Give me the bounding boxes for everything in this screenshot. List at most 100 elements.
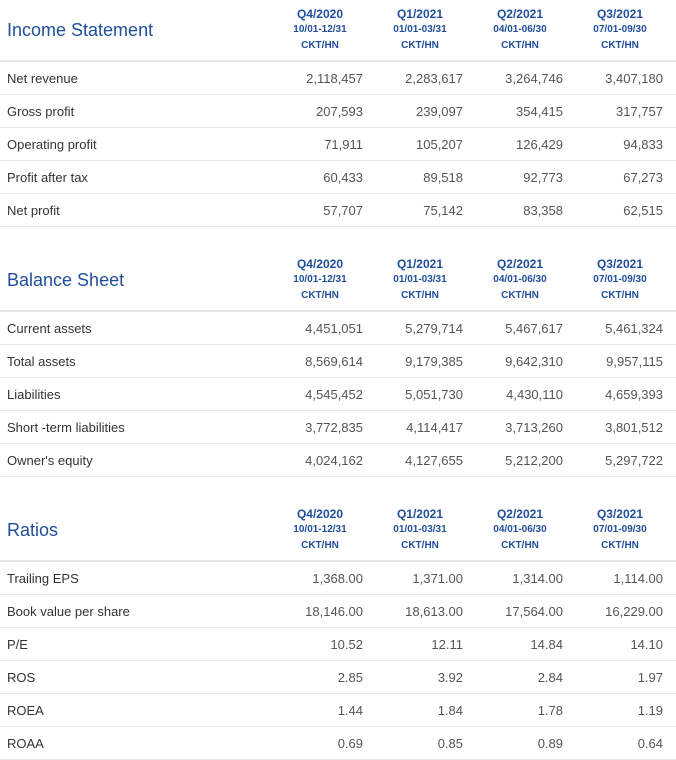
section-balance-sheet: Balance Sheet Q4/2020 10/01-12/31 CKT/HN Q1/…	[0, 250, 676, 477]
row-label: Owner's equity	[7, 452, 93, 468]
row-value: 1.97	[637, 669, 663, 685]
row-value: 94,833	[623, 136, 663, 152]
period-range: 10/01-12/31	[293, 524, 347, 535]
period-header: Q2/2021 04/01-06/30 CKT/HN	[470, 0, 570, 60]
section-spacer	[0, 477, 676, 500]
row-value: 10.52	[330, 636, 363, 652]
period-unit: CKT/HN	[301, 40, 339, 51]
row-value: 4,127,655	[405, 452, 463, 468]
row-value: 1.78	[537, 702, 563, 718]
row-value: 105,207	[416, 136, 463, 152]
row-value: 2,118,457	[306, 70, 363, 86]
row-value: 5,467,617	[505, 320, 563, 336]
period-header: Q4/2020 10/01-12/31 CKT/HN	[270, 0, 370, 60]
period-quarter: Q4/2020	[296, 257, 344, 271]
period-range: 07/01-09/30	[593, 274, 647, 285]
row-value: 9,642,310	[505, 353, 563, 369]
row-value: 1.44	[337, 702, 363, 718]
period-header: Q4/2020 10/01-12/31 CKT/HN	[270, 250, 370, 310]
row-value: 207,593	[316, 103, 363, 119]
table-row: Owner's equity 4,024,162 4,127,655 5,212,20…	[0, 444, 676, 477]
period-unit: CKT/HN	[401, 540, 439, 551]
row-value: 1,368.00	[312, 570, 363, 586]
period-range: 04/01-06/30	[493, 524, 547, 535]
row-value: 5,461,324	[605, 320, 663, 336]
period-range: 01/01-03/31	[393, 274, 447, 285]
row-value: 14.84	[530, 636, 563, 652]
data-rows: Current assets 4,451,051 5,279,714 5,467,61…	[0, 312, 676, 477]
row-label: ROS	[7, 669, 36, 685]
row-value: 0.89	[537, 735, 563, 751]
row-label: Book value per share	[7, 603, 130, 619]
row-value: 16,229.00	[605, 603, 663, 619]
row-value: 4,430,110	[506, 386, 563, 402]
table-row: ROS 2.85 3.92 2.84 1.97	[0, 661, 676, 694]
period-unit: CKT/HN	[401, 40, 439, 51]
period-header: Q1/2021 01/01-03/31 CKT/HN	[370, 0, 470, 60]
row-value: 1.84	[437, 702, 463, 718]
table-row: Net revenue 2,118,457 2,283,617 3,264,746 3,…	[0, 62, 676, 95]
section-title: Income Statement	[7, 19, 154, 40]
section-spacer	[0, 227, 676, 250]
period-range: 07/01-09/30	[593, 524, 647, 535]
row-value: 3,772,835	[305, 419, 363, 435]
row-value: 1.19	[637, 702, 663, 718]
section-title: Ratios	[7, 519, 59, 540]
period-unit: CKT/HN	[601, 540, 639, 551]
row-label: Operating profit	[7, 136, 97, 152]
row-value: 4,451,051	[305, 320, 363, 336]
section-header: Ratios Q4/2020 10/01-12/31 CKT/HN Q1/2021 01/…	[0, 500, 676, 562]
period-quarter: Q1/2021	[396, 7, 444, 21]
row-label: Net profit	[7, 202, 60, 218]
row-value: 9,179,385	[405, 353, 463, 369]
section-header: Balance Sheet Q4/2020 10/01-12/31 CKT/HN Q1/…	[0, 250, 676, 312]
period-header: Q4/2020 10/01-12/31 CKT/HN	[270, 500, 370, 560]
period-quarter: Q3/2021	[596, 257, 644, 271]
row-label: Net revenue	[7, 70, 78, 86]
row-label: Total assets	[7, 353, 76, 369]
period-header: Q1/2021 01/01-03/31 CKT/HN	[370, 250, 470, 310]
table-row: Total assets 8,569,614 9,179,385 9,642,310 9…	[0, 345, 676, 378]
row-value: 92,773	[523, 169, 563, 185]
row-label: Gross profit	[7, 103, 75, 119]
row-value: 4,545,452	[305, 386, 363, 402]
period-quarter: Q1/2021	[396, 507, 444, 521]
data-rows: Trailing EPS 1,368.00 1,371.00 1,314.00 1,11…	[0, 562, 676, 760]
row-value: 75,142	[423, 202, 463, 218]
row-value: 5,051,730	[405, 386, 463, 402]
period-unit: CKT/HN	[601, 40, 639, 51]
table-row: Gross profit 207,593 239,097 354,415 317,757	[0, 95, 676, 128]
row-label: Short -term liabilities	[7, 419, 125, 435]
row-value: 1,114.00	[613, 570, 663, 586]
period-quarter: Q2/2021	[496, 7, 544, 21]
row-value: 5,297,722	[605, 452, 663, 468]
row-value: 4,659,393	[605, 386, 663, 402]
period-range: 10/01-12/31	[293, 24, 347, 35]
row-value: 18,146.00	[305, 603, 363, 619]
row-value: 18,613.00	[405, 603, 463, 619]
section-header: Income Statement Q4/2020 10/01-12/31 CKT/HN…	[0, 0, 676, 62]
period-range: 04/01-06/30	[493, 274, 547, 285]
section-ratios: Ratios Q4/2020 10/01-12/31 CKT/HN Q1/2021 01/…	[0, 500, 676, 760]
table-row: ROAA 0.69 0.85 0.89 0.64	[0, 727, 676, 760]
period-quarter: Q2/2021	[496, 257, 544, 271]
row-value: 17,564.00	[505, 603, 563, 619]
row-value: 317,757	[616, 103, 663, 119]
table-row: Short -term liabilities 3,772,835 4,114,41…	[0, 411, 676, 444]
row-label: ROAA	[7, 735, 44, 751]
row-value: 1,314.00	[512, 570, 563, 586]
row-label: Liabilities	[7, 386, 61, 402]
period-unit: CKT/HN	[301, 540, 339, 551]
period-header: Q3/2021 07/01-09/30 CKT/HN	[570, 0, 670, 60]
row-value: 5,212,200	[505, 452, 563, 468]
period-range: 04/01-06/30	[493, 24, 547, 35]
section-income-statement: Income Statement Q4/2020 10/01-12/31 CKT/HN…	[0, 0, 676, 227]
row-value: 2.85	[337, 669, 363, 685]
row-value: 83,358	[523, 202, 563, 218]
table-row: Liabilities 4,545,452 5,051,730 4,430,110 4,…	[0, 378, 676, 411]
row-value: 2.84	[537, 669, 563, 685]
period-quarter: Q3/2021	[596, 507, 644, 521]
data-rows: Net revenue 2,118,457 2,283,617 3,264,746 3,…	[0, 62, 676, 227]
row-value: 71,911	[324, 136, 363, 152]
row-value: 8,569,614	[305, 353, 363, 369]
